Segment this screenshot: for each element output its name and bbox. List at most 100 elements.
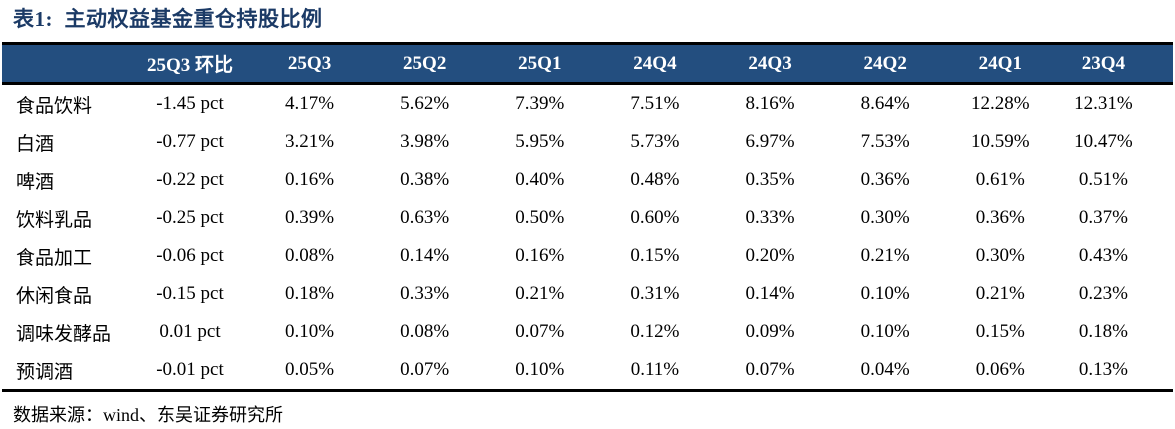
header-row: 25Q3 环比 25Q3 25Q2 25Q1 24Q4 24Q3 24Q2 24Q1 23Q4 — [2, 43, 1173, 85]
table-title: 表1: 主动权益基金重仓持股比例 — [13, 7, 323, 31]
value-cell: 0.07% — [515, 321, 565, 342]
value-cell: 0.30% — [975, 245, 1025, 266]
value-cell: 0.21% — [975, 283, 1025, 304]
value-cell: 0.16% — [285, 169, 335, 190]
row-label: 饮料乳品 — [16, 209, 93, 231]
table-row: 食品加工 -0.06 pct 0.08% 0.14% 0.16% 0.15% 0.20% 0.… — [2, 237, 1173, 275]
value-cell: 0.21% — [860, 245, 910, 266]
value-cell: 0.51% — [1078, 169, 1128, 190]
value-cell: 0.61% — [975, 169, 1025, 190]
value-cell: 7.39% — [515, 93, 565, 114]
value-cell: 3.98% — [400, 131, 450, 152]
value-cell: -0.01 pct — [156, 359, 224, 380]
value-cell: 10.59% — [971, 131, 1030, 152]
value-cell: 0.05% — [285, 359, 335, 380]
value-cell: 0.23% — [1078, 283, 1128, 304]
column-header: 24Q1 — [942, 43, 1058, 85]
value-cell: 0.06% — [975, 359, 1025, 380]
value-cell: 12.31% — [1074, 93, 1133, 114]
value-cell: 0.60% — [630, 207, 680, 228]
column-header: 25Q1 — [482, 43, 598, 85]
value-cell: 0.10% — [860, 321, 910, 342]
holdings-table-header: 25Q3 环比 25Q3 25Q2 25Q1 24Q4 24Q3 24Q2 24Q1 23Q4 — [2, 43, 1173, 85]
value-cell: 0.48% — [630, 169, 680, 190]
value-cell: 0.20% — [745, 245, 795, 266]
table-row: 休闲食品 -0.15 pct 0.18% 0.33% 0.21% 0.31% 0.14% 0.… — [2, 275, 1173, 313]
value-cell: 6.97% — [745, 131, 795, 152]
value-cell: 8.16% — [745, 93, 795, 114]
value-cell: -0.77 pct — [156, 131, 224, 152]
value-cell: 0.16% — [515, 245, 565, 266]
value-cell: 0.12% — [630, 321, 680, 342]
value-cell: 5.62% — [400, 93, 450, 114]
value-cell: 0.14% — [400, 245, 450, 266]
row-label: 食品加工 — [16, 247, 93, 269]
value-cell: 0.13% — [1078, 359, 1128, 380]
table-row: 饮料乳品 -0.25 pct 0.39% 0.63% 0.50% 0.60% 0.33% 0.… — [2, 199, 1173, 237]
value-cell: 5.73% — [630, 131, 680, 152]
row-label: 休闲食品 — [16, 285, 93, 307]
value-cell: 0.07% — [400, 359, 450, 380]
table-row: 预调酒 -0.01 pct 0.05% 0.07% 0.10% 0.11% 0.07% 0.0… — [2, 351, 1173, 391]
row-label: 啤酒 — [16, 171, 55, 193]
value-cell: 0.11% — [630, 359, 680, 380]
value-cell: 0.14% — [745, 283, 795, 304]
value-cell: 0.50% — [515, 207, 565, 228]
value-cell: 0.30% — [860, 207, 910, 228]
value-cell: 0.37% — [1078, 207, 1128, 228]
table-row: 白酒 -0.77 pct 3.21% 3.98% 5.95% 5.73% 6.97% 7.53… — [2, 123, 1173, 161]
column-header: 24Q3 — [712, 43, 828, 85]
value-cell: -0.15 pct — [156, 283, 224, 304]
value-cell: -1.45 pct — [156, 93, 224, 114]
value-cell: 0.21% — [515, 283, 565, 304]
table-row: 食品饮料 -1.45 pct 4.17% 5.62% 7.39% 7.51% 8.16% 8.… — [2, 84, 1173, 124]
value-cell: 0.01 pct — [159, 321, 221, 342]
value-cell: 0.39% — [285, 207, 335, 228]
value-cell: 12.28% — [971, 93, 1030, 114]
value-cell: 0.38% — [400, 169, 450, 190]
value-cell: 0.36% — [860, 169, 910, 190]
column-header: 25Q3 — [252, 43, 368, 85]
value-cell: 0.10% — [515, 359, 565, 380]
value-cell: 10.47% — [1074, 131, 1133, 152]
value-cell: 8.64% — [860, 93, 910, 114]
table-row: 调味发酵品 0.01 pct 0.10% 0.08% 0.07% 0.12% 0.09% 0.… — [2, 313, 1173, 351]
value-cell: -0.25 pct — [156, 207, 224, 228]
value-cell: 0.04% — [860, 359, 910, 380]
column-header: 23Q4 — [1057, 43, 1173, 85]
column-header: 25Q2 — [367, 43, 483, 85]
value-cell: -0.06 pct — [156, 245, 224, 266]
value-cell: 0.18% — [1078, 321, 1128, 342]
value-cell: 0.15% — [975, 321, 1025, 342]
value-cell: 0.18% — [285, 283, 335, 304]
value-cell: -0.22 pct — [156, 169, 224, 190]
value-cell: 0.40% — [515, 169, 565, 190]
row-label: 调味发酵品 — [16, 323, 112, 345]
value-cell: 0.08% — [400, 321, 450, 342]
holdings-table-body: 食品饮料 -1.45 pct 4.17% 5.62% 7.39% 7.51% 8.16% 8.… — [2, 84, 1173, 391]
holdings-table: 25Q3 环比 25Q3 25Q2 25Q1 24Q4 24Q3 24Q2 24Q1 23Q4 … — [2, 42, 1173, 392]
value-cell: 0.63% — [400, 207, 450, 228]
column-header: 24Q2 — [827, 43, 943, 85]
value-cell: 0.08% — [285, 245, 335, 266]
value-cell: 7.51% — [630, 93, 680, 114]
value-cell: 0.10% — [860, 283, 910, 304]
table-row: 啤酒 -0.22 pct 0.16% 0.38% 0.40% 0.48% 0.35% 0.36… — [2, 161, 1173, 199]
data-source-note: 数据来源：wind、东吴证券研究所 — [13, 405, 283, 425]
value-cell: 0.43% — [1078, 245, 1128, 266]
column-header-category — [2, 43, 128, 85]
value-cell: 3.21% — [285, 131, 335, 152]
value-cell: 0.35% — [745, 169, 795, 190]
value-cell: 0.07% — [745, 359, 795, 380]
value-cell: 4.17% — [285, 93, 335, 114]
row-label: 食品饮料 — [16, 95, 93, 117]
value-cell: 0.10% — [285, 321, 335, 342]
column-header: 24Q4 — [597, 43, 713, 85]
value-cell: 0.09% — [745, 321, 795, 342]
value-cell: 0.33% — [745, 207, 795, 228]
value-cell: 0.15% — [630, 245, 680, 266]
value-cell: 5.95% — [515, 131, 565, 152]
value-cell: 0.36% — [975, 207, 1025, 228]
row-label: 白酒 — [16, 133, 55, 155]
